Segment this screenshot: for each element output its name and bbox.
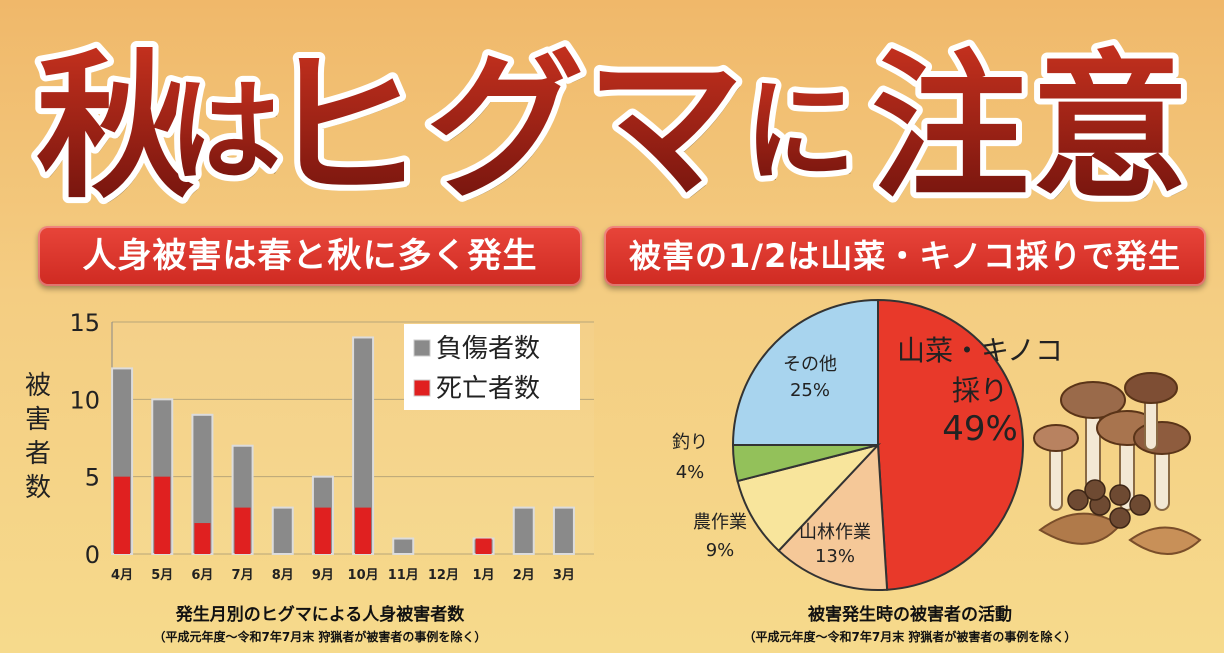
pie-percent-label: 4% (676, 462, 705, 483)
pie-percent-label: 9% (706, 540, 735, 561)
bar-deaths (114, 476, 131, 554)
mushroom-cap (1124, 372, 1178, 404)
headline-char-shadow: ヒ (270, 41, 428, 220)
bar-injured (271, 506, 294, 556)
banner-spring-autumn: 人身被害は春と秋に多く発生 (38, 226, 582, 286)
pie-category-label: その他 (783, 354, 837, 375)
banner-sansai-kinoko: 被害の1/2は山菜・キノコ採りで発生 (604, 226, 1206, 286)
legend-box (404, 324, 580, 410)
legend-label: 死亡者数 (436, 374, 540, 404)
pie-slice (731, 298, 879, 446)
headline-char: 意 (1031, 36, 1189, 220)
legend-swatch (413, 339, 431, 357)
bar-deaths (475, 538, 492, 554)
headline-char: に (744, 67, 856, 197)
x-tick-label: 7月 (232, 568, 254, 583)
y-axis-label: 数 (25, 473, 51, 503)
x-tick-label: 8月 (272, 568, 294, 583)
small-mushroom (1109, 484, 1131, 506)
mushroom-cap (1060, 381, 1126, 419)
pie-chart-caption: 被害発生時の被害者の活動 （平成元年度～令和7年7月末 狩猟者が被害者の事例を除… (620, 600, 1200, 645)
headline-char: ヒ (266, 36, 424, 220)
pie-percent-label: 25% (790, 380, 830, 401)
legend-label: 負傷者数 (436, 334, 540, 364)
small-mushroom (1067, 489, 1089, 511)
bar-deaths (314, 507, 331, 554)
bar-chart-caption: 発生月別のヒグマによる人身被害者数 （平成元年度～令和7年7月末 狩猟者が被害者… (40, 600, 600, 645)
pie-slice (777, 442, 889, 591)
y-axis-label: 害 (25, 405, 51, 435)
legend-swatch (413, 379, 431, 397)
leaf-shape (1128, 526, 1202, 555)
small-mushroom (1109, 507, 1131, 529)
headline-char-shadow: に (748, 72, 860, 202)
headline-char-shadow: マ (590, 41, 748, 220)
x-tick-label: 9月 (312, 568, 334, 583)
headline-char: 注 (871, 36, 1029, 220)
pie-slice (877, 298, 1025, 591)
bar-deaths (234, 507, 251, 554)
headline-char: は (169, 67, 281, 197)
x-tick-label: 2月 (513, 568, 535, 583)
pie-category-label: 採り (952, 374, 1008, 407)
headline-char: マ (586, 36, 744, 220)
bar-deaths (194, 523, 211, 554)
pie-slice (736, 443, 882, 553)
x-tick-label: 12月 (428, 568, 459, 583)
bar-chart: 0 5 10 15 被害者数 4月 5月 6月 7月 8月 9月 10月 11月 12月 1月 2月 3月 負傷者… (25, 309, 594, 583)
mushroom-illustration (1033, 372, 1202, 555)
pie-percent-label: 13% (815, 546, 855, 567)
headline: 秋秋ははヒヒググママにに注注意意 (0, 20, 1224, 220)
y-axis-label: 者 (25, 439, 51, 469)
x-tick-label: 10月 (348, 568, 379, 583)
headline-char-shadow: 意 (1035, 41, 1193, 220)
x-tick-label: 6月 (191, 568, 213, 583)
bar-deaths (154, 476, 171, 554)
small-mushroom (1084, 479, 1106, 501)
pie-chart-caption-main: 被害発生時の被害者の活動 (808, 605, 1012, 625)
y-tick-label: 15 (69, 309, 100, 337)
y-tick-label: 10 (69, 386, 100, 414)
y-axis-label: 被 (25, 371, 51, 401)
y-tick-label: 0 (85, 541, 100, 569)
x-tick-label: 1月 (473, 568, 495, 583)
headline-char: グ (426, 36, 584, 220)
x-tick-label: 11月 (388, 568, 419, 583)
pie-category-label: 釣り (672, 432, 708, 453)
x-tick-label: 5月 (151, 568, 173, 583)
headline-char-shadow: グ (430, 41, 588, 220)
pie-category-label: 農作業 (693, 512, 747, 533)
headline-char-shadow: 秋 (40, 41, 198, 220)
bar-chart-caption-sub: （平成元年度～令和7年7月末 狩猟者が被害者の事例を除く） (153, 630, 487, 644)
x-tick-label: 4月 (111, 568, 133, 583)
bar-injured (552, 506, 575, 556)
mushroom-cap (1133, 421, 1191, 455)
pie-category-label: 山林作業 (799, 522, 871, 543)
bar-injured (392, 537, 415, 556)
headline-char-shadow: は (173, 72, 285, 202)
leaf-shape (1038, 512, 1122, 545)
pie-category-label: 山菜・キノコ (897, 334, 1063, 367)
mushroom-cap (1033, 424, 1079, 452)
x-tick-label: 3月 (553, 568, 575, 583)
bar-deaths (355, 507, 372, 554)
bar-injured (512, 506, 535, 556)
y-tick-label: 5 (85, 464, 100, 492)
pie-chart-caption-sub: （平成元年度～令和7年7月末 狩猟者が被害者の事例を除く） (743, 630, 1077, 644)
headline-char-shadow: 注 (875, 41, 1033, 220)
bar-chart-caption-main: 発生月別のヒグマによる人身被害者数 (175, 605, 465, 625)
small-mushroom (1129, 494, 1151, 516)
pie-percent-label: 49% (942, 409, 1018, 449)
headline-char: 秋 (36, 36, 194, 220)
